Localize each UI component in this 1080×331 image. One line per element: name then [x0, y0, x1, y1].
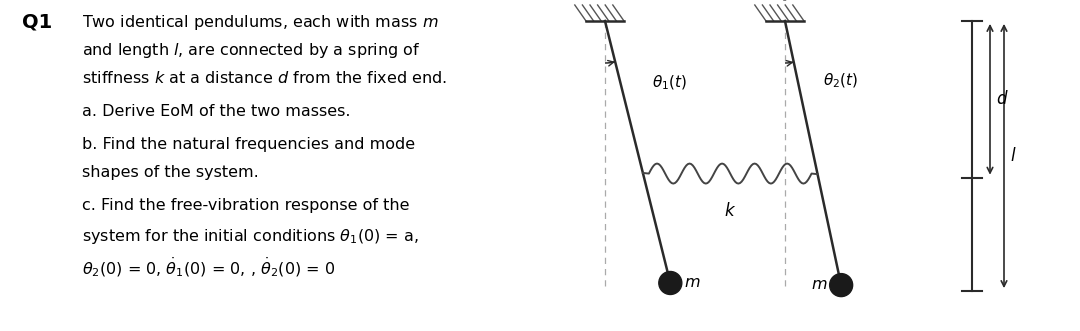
Text: $m$: $m$ [685, 275, 701, 291]
Text: and length $l$, are connected by a spring of: and length $l$, are connected by a sprin… [82, 41, 420, 61]
Text: $\theta_1(t)$: $\theta_1(t)$ [652, 74, 687, 92]
Text: $m$: $m$ [811, 277, 827, 292]
Text: c. Find the free-vibration response of the: c. Find the free-vibration response of t… [82, 198, 409, 213]
Circle shape [659, 271, 681, 295]
Text: stiffness $k$ at a distance $d$ from the fixed end.: stiffness $k$ at a distance $d$ from the… [82, 70, 447, 86]
Text: a. Derive EoM of the two masses.: a. Derive EoM of the two masses. [82, 104, 351, 119]
Text: system for the initial conditions $\theta_1(0)$ = a,: system for the initial conditions $\thet… [82, 227, 419, 246]
Text: $\theta_2(t)$: $\theta_2(t)$ [823, 72, 859, 90]
Text: $k$: $k$ [724, 202, 737, 219]
Text: Q: Q [773, 0, 787, 1]
Text: Two identical pendulums, each with mass $m$: Two identical pendulums, each with mass … [82, 13, 438, 32]
Text: $\theta_2(0)$ = 0, $\dot{\theta}_1(0)$ = 0, , $\dot{\theta}_2(0)$ = 0: $\theta_2(0)$ = 0, $\dot{\theta}_1(0)$ =… [82, 255, 335, 279]
Text: $l$: $l$ [1010, 147, 1016, 165]
Circle shape [829, 274, 852, 297]
Text: P: P [594, 0, 606, 1]
Text: Q1: Q1 [22, 13, 52, 32]
Text: $d$: $d$ [996, 90, 1009, 108]
Text: b. Find the natural frequencies and mode: b. Find the natural frequencies and mode [82, 137, 415, 152]
Text: shapes of the system.: shapes of the system. [82, 166, 259, 180]
